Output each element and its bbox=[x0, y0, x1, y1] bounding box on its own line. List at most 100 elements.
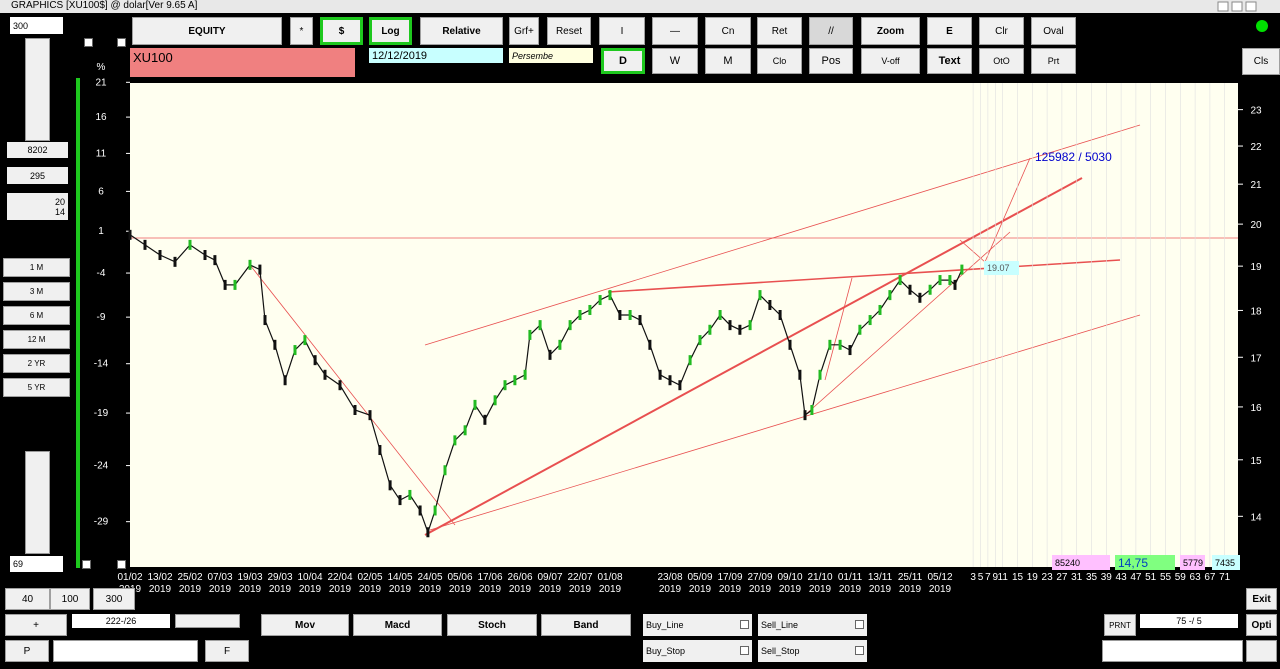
checkbox-label[interactable]: Sell_Line bbox=[758, 614, 867, 636]
button[interactable]: Relative bbox=[420, 17, 503, 45]
candle bbox=[223, 279, 227, 290]
candle bbox=[678, 380, 682, 391]
label: Sell_Line bbox=[761, 620, 799, 630]
button[interactable]: PRNT bbox=[1104, 614, 1136, 636]
button[interactable]: W bbox=[652, 48, 698, 74]
pct-tick-label: -29 bbox=[94, 517, 109, 528]
checkbox[interactable] bbox=[84, 38, 93, 47]
candle bbox=[718, 309, 722, 320]
slider[interactable] bbox=[175, 614, 240, 628]
x-tick-label: 10/04 bbox=[297, 572, 322, 583]
x-tick-label: 22/07 bbox=[567, 572, 592, 583]
scroll-button[interactable] bbox=[1246, 640, 1277, 662]
button[interactable]: OtO bbox=[979, 48, 1024, 74]
candle bbox=[443, 465, 447, 476]
button[interactable]: Exit bbox=[1246, 588, 1277, 610]
target-label: 125982 / 5030 bbox=[1035, 150, 1112, 164]
checkbox-label[interactable]: Sell_Stop bbox=[758, 640, 867, 662]
button[interactable]: Cls bbox=[1242, 48, 1280, 75]
bottom-value[interactable]: 69 bbox=[10, 556, 63, 572]
button[interactable]: I bbox=[599, 17, 645, 45]
x-tick-label: 23/08 bbox=[657, 572, 682, 583]
button[interactable]: Mov bbox=[261, 614, 349, 636]
x-tick-label: 2019 bbox=[389, 584, 412, 595]
candle bbox=[728, 320, 732, 331]
button[interactable]: + bbox=[5, 614, 67, 636]
button[interactable]: 100 bbox=[50, 588, 90, 610]
candle bbox=[426, 527, 430, 538]
scrollbar[interactable] bbox=[25, 38, 50, 141]
button[interactable]: Zoom bbox=[861, 17, 920, 45]
period-button[interactable]: 3 M bbox=[3, 282, 70, 301]
button[interactable]: 300 bbox=[93, 588, 135, 610]
checkbox[interactable] bbox=[82, 560, 91, 569]
button[interactable]: Ret bbox=[757, 17, 802, 45]
value: 14 bbox=[54, 206, 65, 217]
pct-tick-label: -24 bbox=[94, 461, 109, 472]
x-tick-label: 05/12 bbox=[927, 572, 952, 583]
button[interactable]: Prt bbox=[1031, 48, 1076, 74]
checkbox[interactable] bbox=[117, 560, 126, 569]
button[interactable]: Pos bbox=[809, 48, 853, 74]
candle bbox=[313, 355, 317, 366]
button[interactable]: Stoch bbox=[447, 614, 537, 636]
button[interactable]: Cn bbox=[705, 17, 751, 45]
button[interactable]: 40 bbox=[5, 588, 50, 610]
button[interactable]: Clr bbox=[979, 17, 1024, 45]
button[interactable]: Clo bbox=[757, 48, 802, 74]
period-button[interactable]: 6 M bbox=[3, 306, 70, 325]
button[interactable]: P bbox=[5, 640, 49, 662]
button[interactable]: Text bbox=[927, 48, 972, 74]
button[interactable]: V-off bbox=[861, 48, 920, 74]
checkbox-label[interactable]: Buy_Stop bbox=[643, 640, 752, 662]
candle bbox=[828, 339, 832, 350]
pct-tick-label: -4 bbox=[97, 268, 106, 279]
scrollbar[interactable] bbox=[25, 451, 50, 554]
period-button[interactable]: 5 YR bbox=[3, 378, 70, 397]
value: 20 bbox=[54, 196, 65, 207]
checkbox[interactable] bbox=[117, 38, 126, 47]
x-tick-label: 14/05 bbox=[387, 572, 412, 583]
button[interactable]: * bbox=[290, 17, 313, 45]
future-label: 7 bbox=[985, 572, 991, 583]
future-label: 11 bbox=[998, 572, 1009, 583]
button[interactable]: F bbox=[205, 640, 249, 662]
button[interactable]: M bbox=[705, 48, 751, 74]
button[interactable]: Oval bbox=[1031, 17, 1076, 45]
button[interactable]: Grf+ bbox=[509, 17, 539, 45]
day: Persembe bbox=[509, 48, 593, 63]
button[interactable]: EQUITY bbox=[132, 17, 282, 45]
x-tick-label: 13/02 bbox=[147, 572, 172, 583]
button[interactable]: — bbox=[652, 17, 698, 45]
candle bbox=[158, 250, 162, 261]
button[interactable]: // bbox=[809, 17, 853, 45]
button[interactable]: Log bbox=[369, 17, 412, 45]
button[interactable]: D bbox=[601, 48, 645, 74]
period-button[interactable]: 12 M bbox=[3, 330, 70, 349]
future-label: 31 bbox=[1071, 572, 1083, 583]
candle bbox=[628, 309, 632, 320]
slider[interactable] bbox=[1102, 640, 1243, 662]
price-tick-label: 14 bbox=[1250, 512, 1262, 523]
button[interactable]: Band bbox=[541, 614, 631, 636]
candle bbox=[908, 284, 912, 295]
checkbox-label[interactable]: Buy_Line bbox=[643, 614, 752, 636]
period-button[interactable]: 1 M bbox=[3, 258, 70, 277]
button[interactable]: E bbox=[927, 17, 972, 45]
button[interactable]: Macd bbox=[353, 614, 442, 636]
candle bbox=[778, 309, 782, 320]
button[interactable]: $ bbox=[320, 17, 363, 45]
button[interactable]: Reset bbox=[547, 17, 591, 45]
slider[interactable] bbox=[53, 640, 198, 662]
top-value[interactable]: 300 bbox=[10, 17, 63, 34]
price-tick-label: 16 bbox=[1250, 403, 1262, 414]
x-tick-label: 2019 bbox=[779, 584, 802, 595]
period-button[interactable]: 2 YR bbox=[3, 354, 70, 373]
button[interactable]: Opti bbox=[1246, 614, 1277, 636]
price-tick-label: 21 bbox=[1250, 180, 1262, 191]
future-label: 27 bbox=[1056, 572, 1068, 583]
x-tick-label: 2019 bbox=[419, 584, 442, 595]
candle bbox=[558, 339, 562, 350]
